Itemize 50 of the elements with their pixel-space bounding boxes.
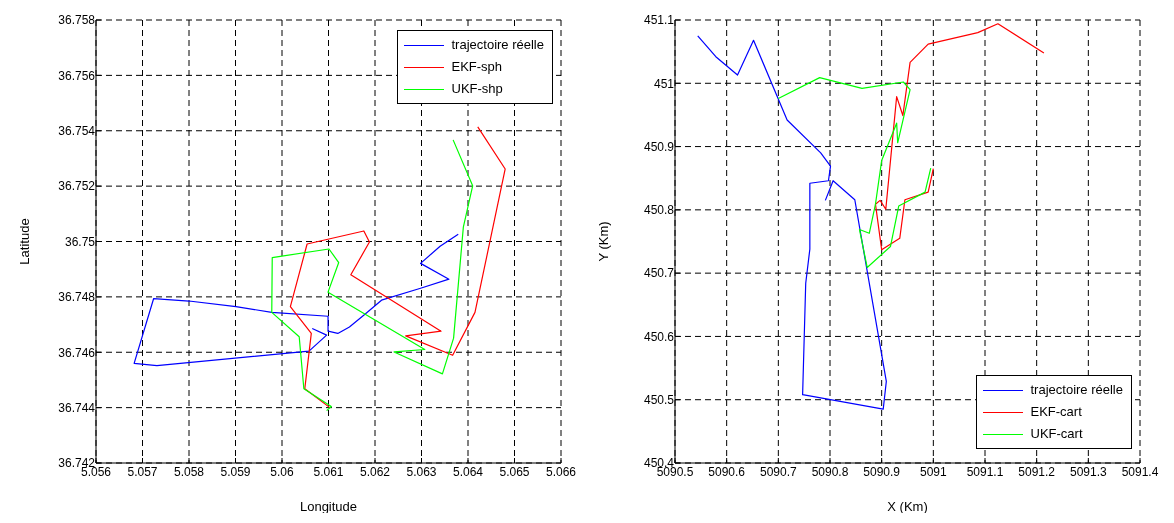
y-axis-title: Y (Km) [595, 221, 611, 262]
x-tick-label: 5090.6 [708, 464, 746, 479]
legend-label: trajectoire réelle [1030, 381, 1123, 399]
line-series [133, 233, 459, 367]
x-tick-label: 5091.2 [1018, 464, 1056, 479]
x-tick-label: 5.066 [545, 464, 577, 479]
x-tick-label: 5.063 [406, 464, 437, 479]
x-axis-title: Longitude [299, 499, 358, 514]
x-tick-label: 5090.8 [811, 464, 849, 479]
y-tick-label: 451.1 [643, 13, 675, 28]
legend-label: EKF-sph [451, 58, 503, 76]
legend-label: EKF-cart [1030, 403, 1082, 421]
x-tick-label: 5091 [919, 464, 947, 479]
x-tick-label: 5091.4 [1121, 464, 1159, 479]
x-tick-label: 5.064 [452, 464, 484, 479]
y-tick-label: 36.746 [58, 345, 96, 360]
y-tick-label: 36.756 [58, 68, 96, 83]
y-tick-label: 36.758 [58, 13, 96, 28]
line-series [697, 35, 887, 410]
y-tick-label: 450.8 [643, 203, 675, 218]
y-tick-label: 450.6 [643, 329, 675, 344]
y-tick-label: 36.752 [58, 179, 96, 194]
x-tick-label: 5.058 [173, 464, 205, 479]
line-series [289, 126, 506, 409]
x-tick-label: 5090.7 [759, 464, 798, 479]
x-tick-label: 5.065 [499, 464, 530, 479]
x-tick-label: 5090.9 [863, 464, 901, 479]
y-tick-label: 36.748 [58, 290, 96, 305]
line-series [271, 139, 474, 412]
y-tick-label: 36.744 [58, 400, 96, 415]
y-axis-title: Latitude [16, 218, 32, 265]
y-tick-label: 451 [653, 76, 675, 91]
y-tick-label: 450.5 [643, 392, 675, 407]
line-series [874, 23, 1045, 251]
x-tick-label: 5091.3 [1069, 464, 1108, 479]
x-tick-label: 5091.1 [966, 464, 1004, 479]
y-tick-label: 36.75 [64, 234, 96, 249]
y-tick-label: 36.754 [58, 124, 96, 139]
legend-label: UKF-shp [451, 80, 503, 98]
x-tick-label: 5.057 [127, 464, 158, 479]
x-tick-label: 5.062 [359, 464, 391, 479]
legend-label: trajectoire réelle [451, 36, 544, 54]
x-axis-title: X (Km) [887, 499, 928, 514]
x-tick-label: 5.061 [313, 464, 344, 479]
x-tick-label: 5.06 [270, 464, 294, 479]
y-tick-label: 450.9 [643, 139, 675, 154]
legend-label: UKF-cart [1030, 425, 1083, 443]
x-tick-label: 5.059 [220, 464, 251, 479]
line-series [777, 76, 932, 269]
y-tick-label: 450.7 [643, 266, 675, 281]
